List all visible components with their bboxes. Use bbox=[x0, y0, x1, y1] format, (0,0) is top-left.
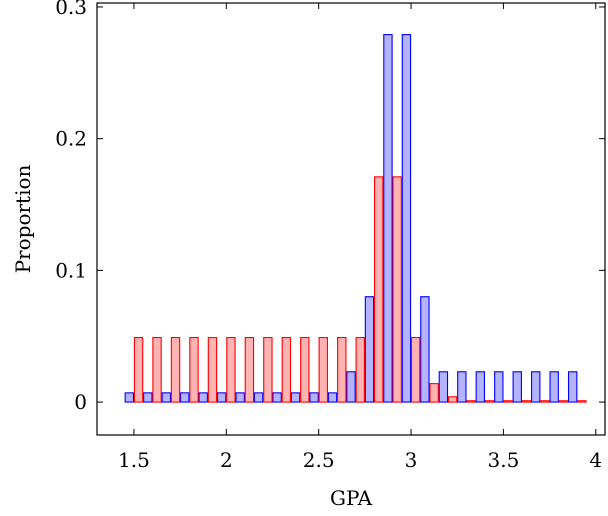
bar-red-2.5 bbox=[318, 336, 328, 403]
bar-blue-1.7 bbox=[161, 392, 171, 403]
x-tick-label: 3 bbox=[405, 448, 418, 472]
bar-blue-2.4 bbox=[290, 392, 301, 403]
bar-blue-3.9 bbox=[567, 371, 578, 403]
bar-blue-2.8 bbox=[364, 296, 375, 403]
x-tick-labels: 1.5 2 2.5 3 3.5 4 bbox=[118, 448, 602, 472]
bar-blue-2.5 bbox=[309, 392, 319, 403]
bar-blue-3 bbox=[401, 34, 412, 403]
bar-red-3.3 bbox=[466, 400, 476, 403]
bar-red-1.9 bbox=[207, 336, 218, 403]
bar-blue-2.3 bbox=[272, 392, 282, 403]
bar-blue-2 bbox=[216, 392, 227, 403]
plot-frame bbox=[96, 2, 606, 436]
bars-layer bbox=[124, 34, 587, 403]
bar-red-3 bbox=[410, 336, 421, 403]
x-tick-label: 3.5 bbox=[487, 448, 519, 472]
x-tick-label: 1.5 bbox=[118, 448, 150, 472]
x-tick-label: 2 bbox=[220, 448, 233, 472]
bar-red-3.2 bbox=[447, 396, 458, 403]
bar-red-2.3 bbox=[281, 336, 292, 403]
bar-blue-3.3 bbox=[457, 371, 467, 403]
y-tick-label: 0.1 bbox=[55, 258, 87, 282]
bar-blue-1.9 bbox=[198, 392, 208, 403]
x-tick-label: 2.5 bbox=[303, 448, 335, 472]
bar-blue-2.6 bbox=[327, 392, 338, 403]
bar-blue-1.8 bbox=[180, 392, 190, 403]
bar-red-1.5 bbox=[133, 336, 144, 403]
bar-blue-3.1 bbox=[420, 296, 430, 403]
y-axis-label: Proportion bbox=[11, 164, 35, 273]
bar-red-3.6 bbox=[521, 400, 532, 403]
bar-blue-2.1 bbox=[235, 392, 245, 403]
bar-blue-3.2 bbox=[438, 371, 449, 403]
bar-red-3.4 bbox=[484, 400, 495, 403]
bar-blue-3.7 bbox=[531, 371, 541, 403]
bar-red-3.8 bbox=[558, 400, 569, 403]
bar-red-1.6 bbox=[152, 336, 162, 403]
bar-blue-2.9 bbox=[383, 34, 393, 403]
bar-red-3.1 bbox=[429, 383, 439, 403]
bar-red-2 bbox=[226, 336, 236, 403]
bar-blue-1.5 bbox=[124, 392, 135, 403]
y-tick-label: 0.2 bbox=[55, 127, 87, 151]
bar-red-1.8 bbox=[189, 336, 199, 403]
bar-blue-3.6 bbox=[512, 371, 522, 403]
bar-red-3.5 bbox=[503, 400, 513, 403]
bar-red-2.7 bbox=[355, 336, 365, 403]
x-tick-label: 4 bbox=[589, 448, 602, 472]
bar-blue-2.2 bbox=[253, 392, 264, 403]
y-tick-label: 0 bbox=[74, 390, 87, 414]
bar-red-2.2 bbox=[263, 336, 273, 403]
x-axis-label: GPA bbox=[330, 486, 373, 510]
y-tick-label: 0.3 bbox=[55, 0, 87, 19]
bar-red-2.8 bbox=[373, 176, 384, 403]
bar-red-2.6 bbox=[337, 336, 347, 403]
bar-red-2.4 bbox=[300, 336, 310, 403]
bar-blue-2.7 bbox=[346, 371, 356, 403]
bar-red-3.7 bbox=[540, 400, 550, 403]
bar-blue-1.6 bbox=[143, 392, 153, 403]
bar-blue-3.5 bbox=[494, 371, 504, 403]
bar-blue-3.8 bbox=[549, 371, 559, 403]
tick-marks bbox=[97, 3, 605, 435]
y-tick-labels: 0 0.1 0.2 0.3 bbox=[55, 0, 87, 414]
bar-blue-3.4 bbox=[475, 371, 486, 403]
bar-red-2.9 bbox=[392, 176, 402, 403]
bar-red-3.9 bbox=[577, 400, 587, 403]
bar-red-2.1 bbox=[244, 336, 255, 403]
bar-red-1.7 bbox=[170, 336, 181, 403]
